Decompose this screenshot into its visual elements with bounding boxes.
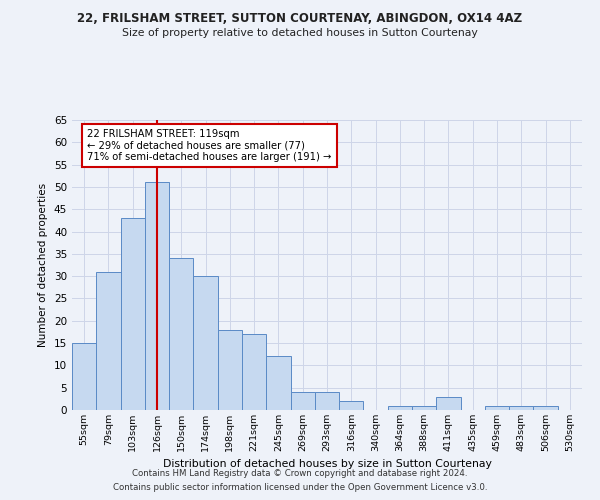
Text: Contains HM Land Registry data © Crown copyright and database right 2024.: Contains HM Land Registry data © Crown c… bbox=[132, 468, 468, 477]
Bar bbox=[290, 392, 315, 410]
Y-axis label: Number of detached properties: Number of detached properties bbox=[38, 183, 49, 347]
Bar bbox=[509, 406, 533, 410]
Text: Contains public sector information licensed under the Open Government Licence v3: Contains public sector information licen… bbox=[113, 484, 487, 492]
Bar bbox=[242, 334, 266, 410]
Bar bbox=[218, 330, 242, 410]
Bar bbox=[169, 258, 193, 410]
Bar bbox=[339, 401, 364, 410]
Bar bbox=[266, 356, 290, 410]
Text: Size of property relative to detached houses in Sutton Courtenay: Size of property relative to detached ho… bbox=[122, 28, 478, 38]
Bar bbox=[96, 272, 121, 410]
Bar bbox=[145, 182, 169, 410]
Bar bbox=[412, 406, 436, 410]
Bar bbox=[315, 392, 339, 410]
Bar bbox=[121, 218, 145, 410]
X-axis label: Distribution of detached houses by size in Sutton Courtenay: Distribution of detached houses by size … bbox=[163, 460, 491, 469]
Text: 22 FRILSHAM STREET: 119sqm
← 29% of detached houses are smaller (77)
71% of semi: 22 FRILSHAM STREET: 119sqm ← 29% of deta… bbox=[88, 128, 332, 162]
Text: 22, FRILSHAM STREET, SUTTON COURTENAY, ABINGDON, OX14 4AZ: 22, FRILSHAM STREET, SUTTON COURTENAY, A… bbox=[77, 12, 523, 26]
Bar bbox=[436, 396, 461, 410]
Bar bbox=[388, 406, 412, 410]
Bar bbox=[193, 276, 218, 410]
Bar bbox=[533, 406, 558, 410]
Bar bbox=[72, 343, 96, 410]
Bar bbox=[485, 406, 509, 410]
